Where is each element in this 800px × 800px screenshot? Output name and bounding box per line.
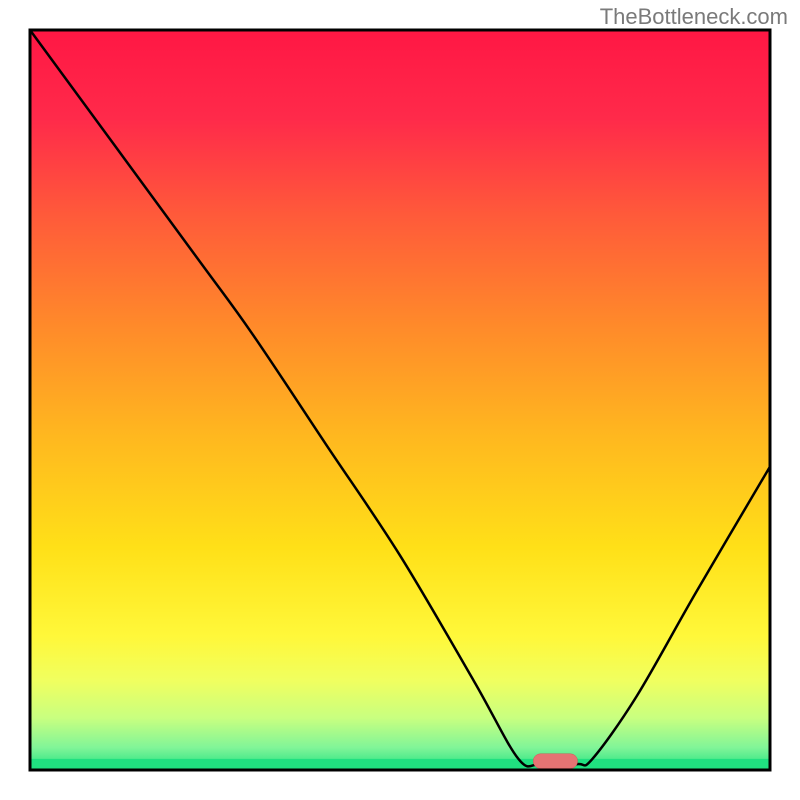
watermark-text: TheBottleneck.com	[600, 4, 788, 30]
bottom-green-band	[30, 759, 770, 770]
optimal-marker	[533, 754, 577, 769]
chart-container: TheBottleneck.com	[0, 0, 800, 800]
chart-svg	[0, 0, 800, 800]
